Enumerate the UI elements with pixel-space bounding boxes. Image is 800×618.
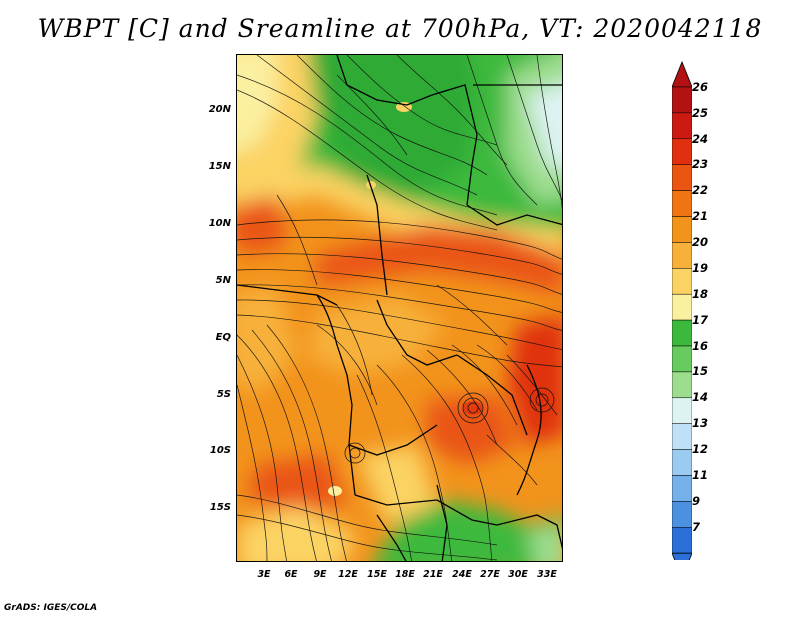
colorbar-segment	[672, 242, 692, 269]
colorbar-segment	[672, 475, 692, 502]
colorbar-segment	[672, 501, 692, 528]
lon-label-27e: 27E	[480, 569, 500, 580]
colorbar-label-12: 12	[692, 442, 709, 456]
lat-label-5n: 5N	[215, 275, 231, 286]
lat-label-15s: 15S	[209, 502, 231, 513]
lon-label-12e: 12E	[338, 569, 358, 580]
lon-label-21e: 21E	[423, 569, 443, 580]
wbpt-map-svg	[237, 55, 562, 561]
colorbar-top-arrow	[672, 60, 692, 88]
lon-label-9e: 9E	[313, 569, 327, 580]
colorbar-bottom-arrow	[672, 552, 692, 560]
colorbar-label-14: 14	[692, 390, 709, 404]
colorbar-label-20: 20	[692, 235, 709, 249]
lon-label-30e: 30E	[508, 569, 528, 580]
colorbar-segment	[672, 112, 692, 140]
colorbar-segment	[672, 371, 692, 399]
colorbar-label-13: 13	[692, 416, 709, 430]
colorbar-segment	[672, 293, 692, 321]
colorbar-segment	[672, 449, 692, 476]
lat-label-10n: 10N	[208, 218, 231, 229]
colorbar-label-25: 25	[692, 106, 709, 120]
colorbar-segment	[672, 423, 692, 450]
colorbar-segment	[672, 345, 692, 373]
lat-label-15n: 15N	[208, 161, 231, 172]
colorbar-label-23: 23	[692, 157, 709, 171]
footer-credit: GrADS: IGES/COLA	[4, 603, 98, 613]
yellow-patch	[328, 486, 342, 496]
lon-label-6e: 6E	[284, 569, 298, 580]
colorbar-segment	[672, 397, 692, 424]
colorbar-label-26: 26	[692, 80, 709, 94]
lon-label-18e: 18E	[395, 569, 415, 580]
streamline-vortices	[344, 387, 555, 464]
colorbar-label-18: 18	[692, 287, 709, 301]
map-panel	[236, 54, 563, 562]
lon-label-24e: 24E	[452, 569, 472, 580]
colorbar-label-24: 24	[692, 132, 709, 146]
streamlines	[237, 55, 562, 561]
colorbar-label-17: 17	[692, 313, 709, 327]
chart-title: WBPT [C] and Sreamline at 700hPa, VT: 20…	[37, 14, 763, 43]
colorbar-segment	[672, 268, 692, 295]
colorbar-label-15: 15	[692, 364, 709, 378]
colorbar-segment	[672, 164, 692, 191]
colorbar-segment	[672, 319, 692, 347]
orange-patch	[463, 401, 483, 415]
colorbar-label-21: 21	[692, 209, 709, 223]
lat-label-10s: 10S	[209, 445, 231, 456]
colorbar-label-19: 19	[692, 261, 709, 275]
lat-label-eq: EQ	[215, 332, 231, 343]
colorbar-segment	[672, 216, 692, 243]
lon-label-15e: 15E	[367, 569, 387, 580]
colorbar-segment	[672, 190, 692, 217]
colorbar-label-7: 7	[692, 520, 701, 534]
colorbar-label-9: 9	[692, 494, 701, 508]
colorbar-label-11: 11	[692, 468, 709, 482]
colorbar-segment	[672, 138, 692, 165]
lat-label-20n: 20N	[208, 104, 231, 115]
colorbar-label-16: 16	[692, 339, 709, 353]
colorbar	[672, 60, 692, 560]
colorbar-segment	[672, 527, 692, 554]
lat-label-5s: 5S	[216, 389, 231, 400]
colorbar-segment	[672, 86, 692, 114]
colorbar-label-22: 22	[692, 183, 709, 197]
lon-label-3e: 3E	[257, 569, 271, 580]
lon-label-33e: 33E	[537, 569, 557, 580]
country-borders	[237, 55, 562, 561]
